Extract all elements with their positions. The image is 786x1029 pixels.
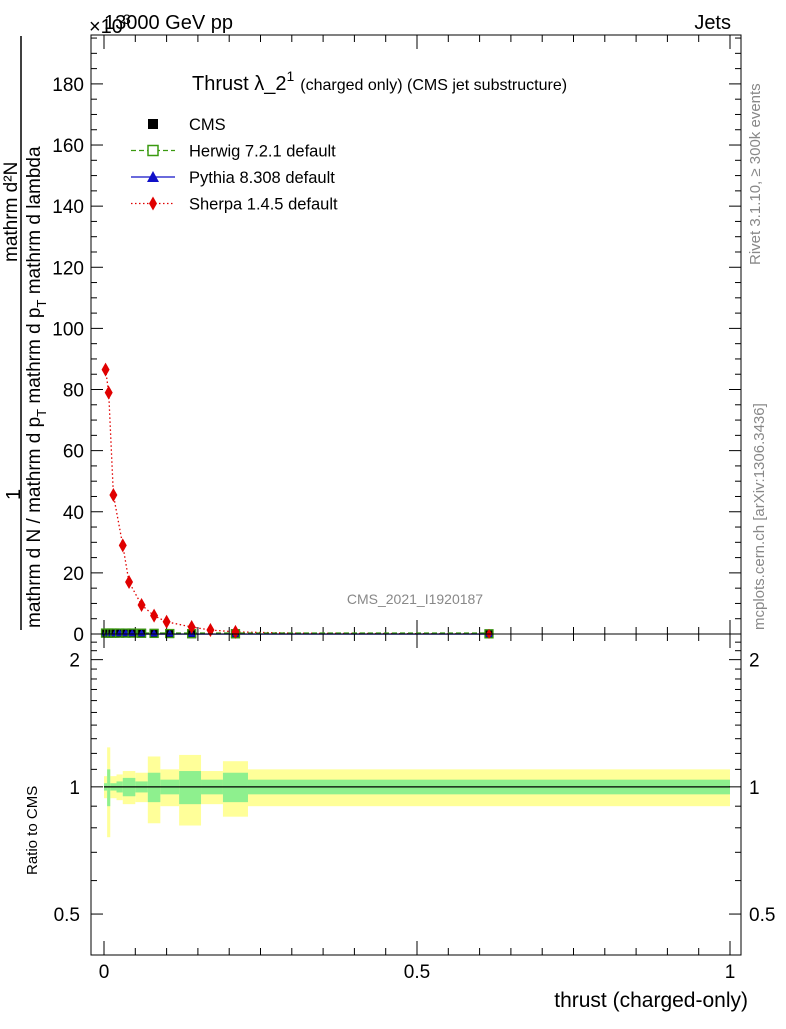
sherpa-point [125, 575, 134, 590]
sherpa-point [137, 597, 146, 612]
ratio-x-tick-label: 1 [725, 962, 736, 983]
sherpa-point [206, 623, 215, 638]
ratio-y-axis: 0.5 0.5 1 1 2 2 [54, 641, 775, 926]
pythia-point [150, 629, 159, 637]
ratio-stat-band [107, 769, 111, 807]
ratio-y-tick-label-right: 1 [749, 778, 760, 799]
main-y-tick-label: 0 [73, 625, 84, 646]
ylabel-fraction-top: mathrm d²N [1, 162, 22, 262]
ratio-stat-band [179, 771, 202, 805]
herwig-point [136, 628, 147, 638]
ratio-x-tick-label: 0.5 [404, 962, 430, 983]
ratio-plot-frame [90, 633, 742, 956]
legend-label: Sherpa 1.4.5 default [189, 196, 338, 214]
plot-title: Thrust λ_21(charged only) (CMS jet subst… [192, 68, 567, 95]
main-y-tick-label: 40 [63, 503, 84, 524]
ratio-y-tick-label: 1 [69, 778, 80, 799]
main-y-tick-label: 80 [63, 381, 84, 402]
sherpa-point [118, 538, 127, 553]
ratio-y-tick-label-right: 0.5 [749, 905, 775, 926]
ratio-plot-panel: 0.5 0.51 12 2 0 0.5 1 Ratio to CMS thrust (ch… [24, 633, 775, 1012]
sherpa-point [101, 362, 110, 377]
main-y-tick-label: 60 [63, 442, 84, 463]
header-category: Jets [694, 12, 731, 34]
sherpa-point [187, 619, 196, 634]
pythia-point [165, 629, 174, 637]
ratio-y-tick-label: 0.5 [54, 905, 80, 926]
ratio-y-tick-label: 2 [69, 651, 80, 672]
legend: CMS Herwig 7.2.1 default Pythia 8.308 defa… [131, 116, 338, 214]
ratio-y-label: Ratio to CMS [24, 786, 41, 875]
header-multiplier: ×103 [89, 11, 131, 38]
main-y-label: 1 mathrm d N / mathrm d pT mathrm d pT m… [1, 36, 49, 630]
main-y-tick-label: 120 [52, 258, 84, 279]
legend-label: Herwig 7.2.1 default [189, 143, 336, 161]
mcplots-label: mcplots.cern.ch [arXiv:1306.3436] [751, 403, 768, 630]
analysis-watermark: CMS_2021_I1920187 [347, 591, 483, 607]
ylabel-denominator: mathrm d N / mathrm d pT mathrm d pT mat… [24, 146, 49, 628]
ratio-bands [104, 747, 731, 838]
legend-marker-pythia [147, 171, 159, 182]
legend-label: Pythia 8.308 default [189, 169, 335, 187]
rivet-label: Rivet 3.1.10, ≥ 300k events [747, 83, 764, 265]
herwig-point [127, 628, 137, 638]
main-y-tick-label: 20 [63, 564, 84, 585]
main-plot-panel: 0 20 40 60 80 100 120 140 160 180 Thrust λ_21(cha… [1, 34, 742, 646]
sherpa-point [231, 624, 240, 639]
sherpa-point [109, 487, 118, 502]
sherpa-point [162, 614, 171, 629]
sherpa-point [104, 385, 113, 400]
sherpa-point [150, 608, 159, 623]
ratio-x-axis: 0 0.5 1 [99, 634, 736, 983]
main-y-tick-label: 160 [52, 136, 84, 157]
herwig-point [149, 628, 159, 639]
legend-label: CMS [189, 116, 226, 134]
ratio-x-tick-label: 0 [99, 962, 110, 983]
ratio-y-tick-label-right: 2 [749, 651, 760, 672]
legend-marker-herwig [147, 144, 159, 157]
x-axis-label: thrust (charged-only) [554, 989, 748, 1012]
main-y-axis: 0 20 40 60 80 100 120 140 160 180 [52, 37, 741, 646]
legend-marker-cms [148, 119, 158, 129]
legend-marker-sherpa [149, 196, 157, 211]
header-process: 13000 GeV pp [104, 12, 233, 34]
main-y-tick-label: 140 [52, 197, 84, 218]
ylabel-numerator: 1 [3, 489, 25, 500]
main-y-tick-label: 180 [52, 75, 84, 96]
main-y-tick-label: 100 [52, 319, 84, 340]
